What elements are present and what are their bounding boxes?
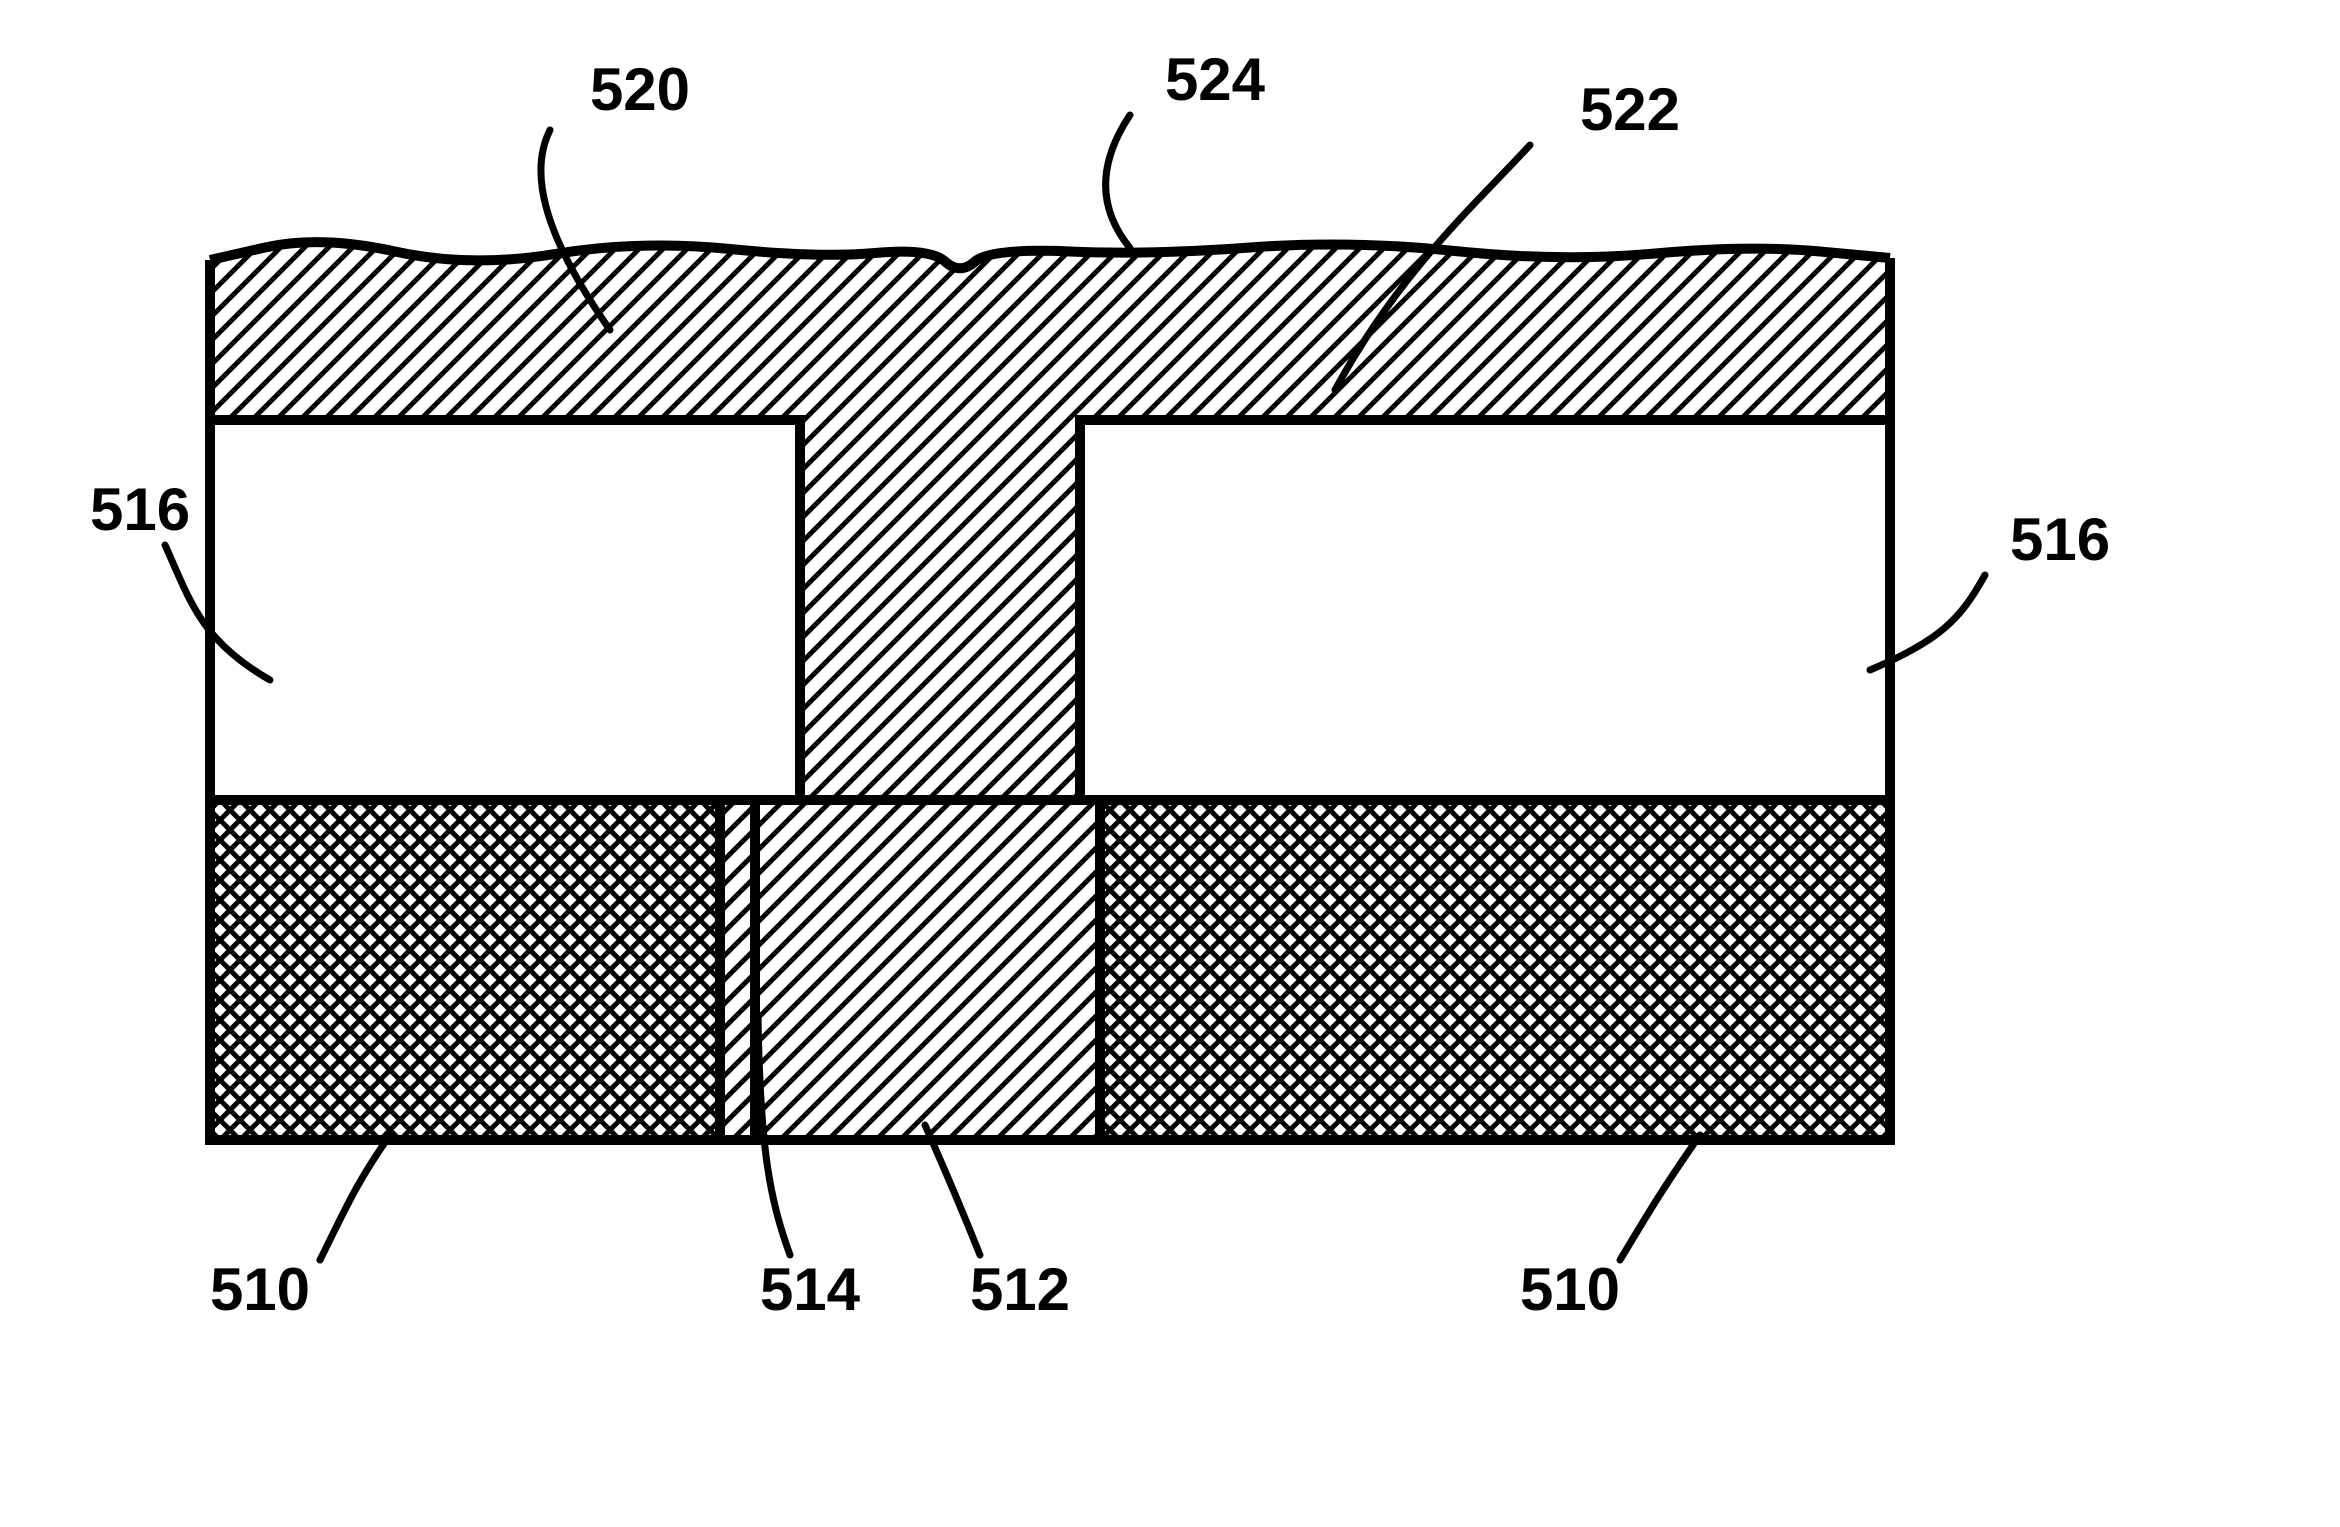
region-516-right xyxy=(1080,420,1890,800)
label-520: 520 xyxy=(590,56,690,123)
region-510-left xyxy=(210,800,720,1140)
leader-l524 xyxy=(1106,115,1130,248)
leader-l510R xyxy=(1620,1135,1700,1260)
region-516-left xyxy=(210,420,800,800)
label-516: 516 xyxy=(90,476,190,543)
device-body xyxy=(210,240,1890,1140)
label-522: 522 xyxy=(1580,76,1680,143)
label-510: 510 xyxy=(1520,1256,1620,1323)
leader-l510L xyxy=(320,1135,390,1260)
label-516: 516 xyxy=(2010,506,2110,573)
label-512: 512 xyxy=(970,1256,1070,1323)
label-524: 524 xyxy=(1165,46,1266,113)
label-510: 510 xyxy=(210,1256,310,1323)
region-510-right xyxy=(1100,800,1890,1140)
label-514: 514 xyxy=(760,1256,861,1323)
